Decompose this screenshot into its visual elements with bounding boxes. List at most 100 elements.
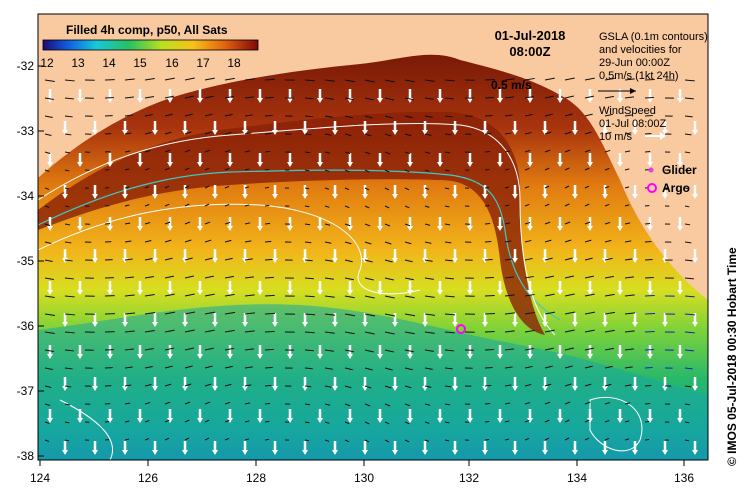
current-arrow-icon [604, 275, 614, 279]
current-arrow-icon [344, 133, 352, 137]
current-arrow-icon [684, 223, 691, 226]
current-arrow-icon [524, 131, 532, 135]
wind-arrow-icon [92, 441, 98, 455]
wind-arrow-icon [437, 217, 443, 231]
current-arrow-icon [264, 96, 274, 99]
current-arrow-icon [584, 221, 591, 225]
wind-arrow-icon [347, 281, 353, 295]
wind-arrow-icon [362, 185, 368, 199]
current-arrow-icon [564, 329, 575, 333]
glider-legend-label: Glider [662, 163, 697, 177]
current-arrow-icon [524, 293, 535, 297]
wind-arrow-icon [92, 185, 98, 199]
gsla-scale-arrowhead [630, 88, 636, 94]
wind-arrow-icon [482, 249, 488, 263]
current-arrow-icon [504, 78, 515, 81]
current-arrow-icon [524, 365, 533, 369]
current-arrow-icon [64, 313, 76, 316]
current-arrow-icon [584, 419, 590, 423]
wind-arrow-icon [212, 441, 218, 455]
current-arrow-icon [624, 312, 636, 315]
current-arrow-icon [584, 95, 595, 99]
wind-arrow-icon [257, 153, 263, 167]
wind-arrow-icon [107, 153, 113, 167]
current-arrow-icon [164, 185, 170, 189]
wind-arrow-icon [197, 345, 203, 359]
wind-arrow-icon [77, 153, 83, 167]
lon-tick-label: 134 [567, 471, 587, 485]
wind-arrow-icon [137, 153, 143, 167]
current-arrow-icon [384, 97, 395, 101]
current-arrow-icon [684, 97, 694, 100]
current-arrow-icon [144, 294, 155, 297]
wind-arrow-icon [497, 409, 503, 423]
current-arrow-icon [424, 295, 435, 298]
gsla-legend-line: 0.5m/s (1kt 24h) [599, 70, 678, 82]
wind-arrow-icon [497, 89, 503, 103]
current-arrow-icon [64, 385, 72, 388]
current-arrow-icon [624, 132, 632, 135]
wind-arrow-icon [287, 89, 293, 103]
current-arrow-icon [524, 329, 535, 333]
current-arrow-icon [684, 115, 693, 118]
wind-arrow-icon [467, 153, 473, 167]
current-arrow-icon [424, 403, 431, 406]
current-arrow-icon [604, 419, 610, 423]
current-arrow-icon [244, 366, 253, 369]
current-arrow-icon [124, 96, 134, 99]
current-arrow-icon [184, 383, 192, 387]
current-arrow-icon [344, 115, 353, 119]
wind-arrow-icon [92, 313, 98, 327]
current-arrow-icon [544, 95, 555, 99]
wind-arrow-icon [677, 89, 683, 103]
current-scale-label: 0.5 m/s [491, 78, 532, 92]
current-arrow-icon [604, 167, 610, 171]
current-arrow-icon [424, 439, 430, 442]
current-arrow-icon [504, 96, 514, 99]
current-arrow-icon [544, 437, 550, 441]
current-arrow-icon [244, 204, 250, 207]
wind-arrow-icon [557, 409, 563, 423]
current-arrow-icon [324, 97, 334, 100]
wind-arrow-icon [122, 249, 128, 263]
current-arrow-icon [604, 329, 615, 333]
wind-arrow-icon [572, 441, 578, 455]
current-arrow-icon [584, 167, 590, 171]
current-arrow-icon [164, 383, 172, 387]
wind-arrow-icon [632, 377, 638, 391]
current-arrow-icon [604, 401, 611, 405]
current-arrow-icon [184, 275, 194, 279]
lon-tick-label: 132 [459, 471, 479, 485]
current-arrow-icon [204, 257, 213, 261]
wind-arrow-icon [242, 377, 248, 391]
current-arrow-icon [524, 77, 535, 81]
wind-arrow-icon [92, 249, 98, 263]
current-arrow-icon [364, 259, 373, 263]
current-arrow-icon [224, 95, 235, 99]
current-arrow-icon [44, 439, 50, 442]
argo-float-marker[interactable] [456, 324, 466, 334]
current-arrow-icon [564, 419, 570, 423]
current-arrow-icon [684, 205, 690, 208]
current-arrow-icon [264, 312, 276, 315]
wind-arrow-icon [422, 185, 428, 199]
wind-arrow-icon [272, 249, 278, 263]
current-arrow-icon [324, 403, 331, 406]
current-arrow-icon [184, 149, 191, 153]
current-arrow-icon [64, 205, 70, 208]
current-arrow-icon [364, 79, 375, 83]
wind-arrow-icon [572, 249, 578, 263]
current-arrow-icon [564, 167, 570, 171]
current-arrow-icon [424, 223, 431, 226]
wind-arrow-icon [452, 377, 458, 391]
wind-arrow-icon [242, 441, 248, 455]
gsla-legend: GSLA (0.1m contours) and velocities for … [598, 31, 708, 94]
current-arrow-icon [344, 295, 355, 299]
current-arrow-icon [244, 294, 255, 297]
lon-tick-label: 124 [30, 471, 50, 485]
current-arrow-icon [544, 275, 554, 279]
current-arrow-icon [384, 277, 394, 281]
current-arrow-icon [424, 151, 431, 154]
current-arrow-icon [224, 77, 235, 81]
current-arrow-icon [624, 186, 630, 189]
